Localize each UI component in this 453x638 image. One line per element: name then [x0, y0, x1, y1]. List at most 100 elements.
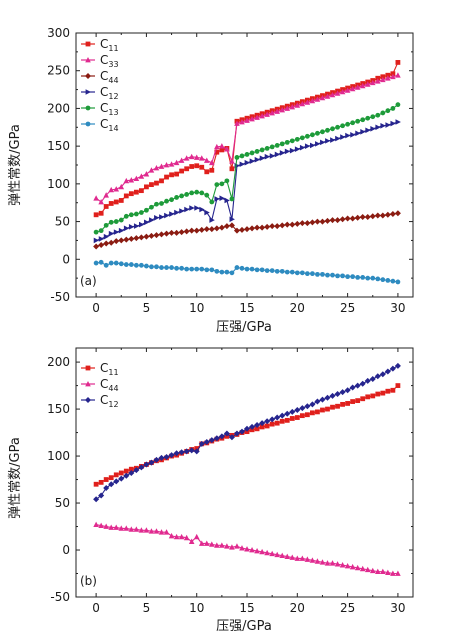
data-point	[234, 120, 240, 126]
data-point	[264, 268, 270, 273]
data-point	[179, 193, 185, 199]
data-point	[183, 534, 190, 541]
data-point	[385, 72, 391, 78]
data-point	[345, 132, 351, 139]
legend-label: C44	[100, 377, 119, 393]
data-point	[364, 81, 371, 87]
data-point	[319, 559, 326, 565]
data-point	[324, 217, 331, 224]
data-point	[123, 225, 130, 232]
data-point	[380, 277, 386, 283]
data-point	[153, 165, 160, 171]
data-point	[354, 214, 361, 221]
data-point	[219, 195, 225, 201]
data-point	[359, 214, 366, 221]
data-point	[188, 538, 195, 544]
data-point	[340, 273, 345, 279]
data-point	[299, 270, 305, 276]
data-point	[324, 394, 331, 401]
y-axis-title-b: 弹性常数/GPa	[8, 437, 23, 519]
data-point	[204, 169, 210, 175]
data-point	[113, 478, 120, 485]
data-point	[149, 204, 154, 210]
data-point	[274, 420, 280, 426]
x-tick-label: 30	[390, 301, 405, 315]
data-point	[118, 227, 125, 234]
legend-marker	[85, 57, 91, 63]
data-point	[254, 426, 260, 432]
legend-marker	[85, 121, 91, 127]
data-point	[244, 425, 251, 432]
data-point	[279, 106, 286, 113]
data-point	[224, 269, 230, 275]
data-point	[355, 118, 361, 124]
data-point	[98, 228, 104, 234]
x-tick-label: 10	[189, 301, 204, 315]
data-point	[284, 221, 291, 228]
data-point	[144, 263, 149, 269]
data-point	[164, 265, 169, 270]
data-point	[395, 279, 401, 285]
data-point	[184, 166, 190, 172]
data-point	[330, 272, 335, 278]
data-point	[93, 195, 99, 201]
data-point	[315, 141, 321, 147]
data-point	[214, 268, 220, 274]
data-point	[159, 214, 165, 220]
data-point	[390, 73, 396, 80]
data-point	[158, 231, 165, 238]
data-point	[319, 218, 326, 225]
data-point	[375, 75, 381, 81]
data-point	[184, 266, 190, 272]
data-point	[174, 171, 179, 177]
data-point	[259, 112, 265, 119]
data-point	[274, 268, 280, 274]
data-point	[174, 209, 180, 216]
legend-label-subscript: 12	[108, 92, 118, 101]
data-point	[289, 269, 295, 275]
data-point	[249, 266, 255, 272]
data-point	[395, 570, 401, 576]
data-point	[239, 161, 245, 168]
data-point	[284, 410, 291, 417]
data-point	[380, 76, 386, 83]
data-point	[335, 403, 340, 409]
data-point	[259, 424, 265, 430]
series-c12	[93, 362, 401, 503]
data-point	[349, 563, 356, 570]
y-tick-label: -50	[50, 290, 70, 304]
data-point	[98, 210, 104, 216]
data-point	[375, 391, 381, 397]
data-point	[98, 492, 105, 499]
data-point	[164, 212, 170, 219]
data-point	[133, 175, 140, 181]
data-point	[360, 129, 366, 135]
data-point	[374, 568, 381, 575]
data-point	[229, 216, 235, 223]
data-point	[144, 184, 149, 190]
data-point	[390, 570, 396, 576]
data-point	[98, 522, 104, 528]
legend-marker	[85, 397, 91, 403]
data-point	[174, 265, 179, 271]
data-point	[108, 201, 114, 206]
data-point	[269, 109, 275, 116]
data-point	[344, 387, 351, 394]
data-point	[143, 233, 150, 240]
data-point	[254, 224, 261, 231]
data-point	[203, 438, 210, 445]
data-point	[209, 217, 215, 223]
data-point	[194, 266, 200, 272]
legend-label-base: C	[100, 101, 108, 115]
legend-label-subscript: 11	[108, 44, 118, 53]
data-point	[198, 226, 205, 233]
data-point	[228, 222, 235, 229]
data-point	[389, 211, 396, 218]
data-point	[189, 164, 195, 169]
data-point	[178, 533, 185, 540]
data-point	[254, 149, 260, 154]
data-point	[179, 168, 185, 174]
data-point	[103, 485, 110, 492]
data-point	[218, 433, 225, 440]
